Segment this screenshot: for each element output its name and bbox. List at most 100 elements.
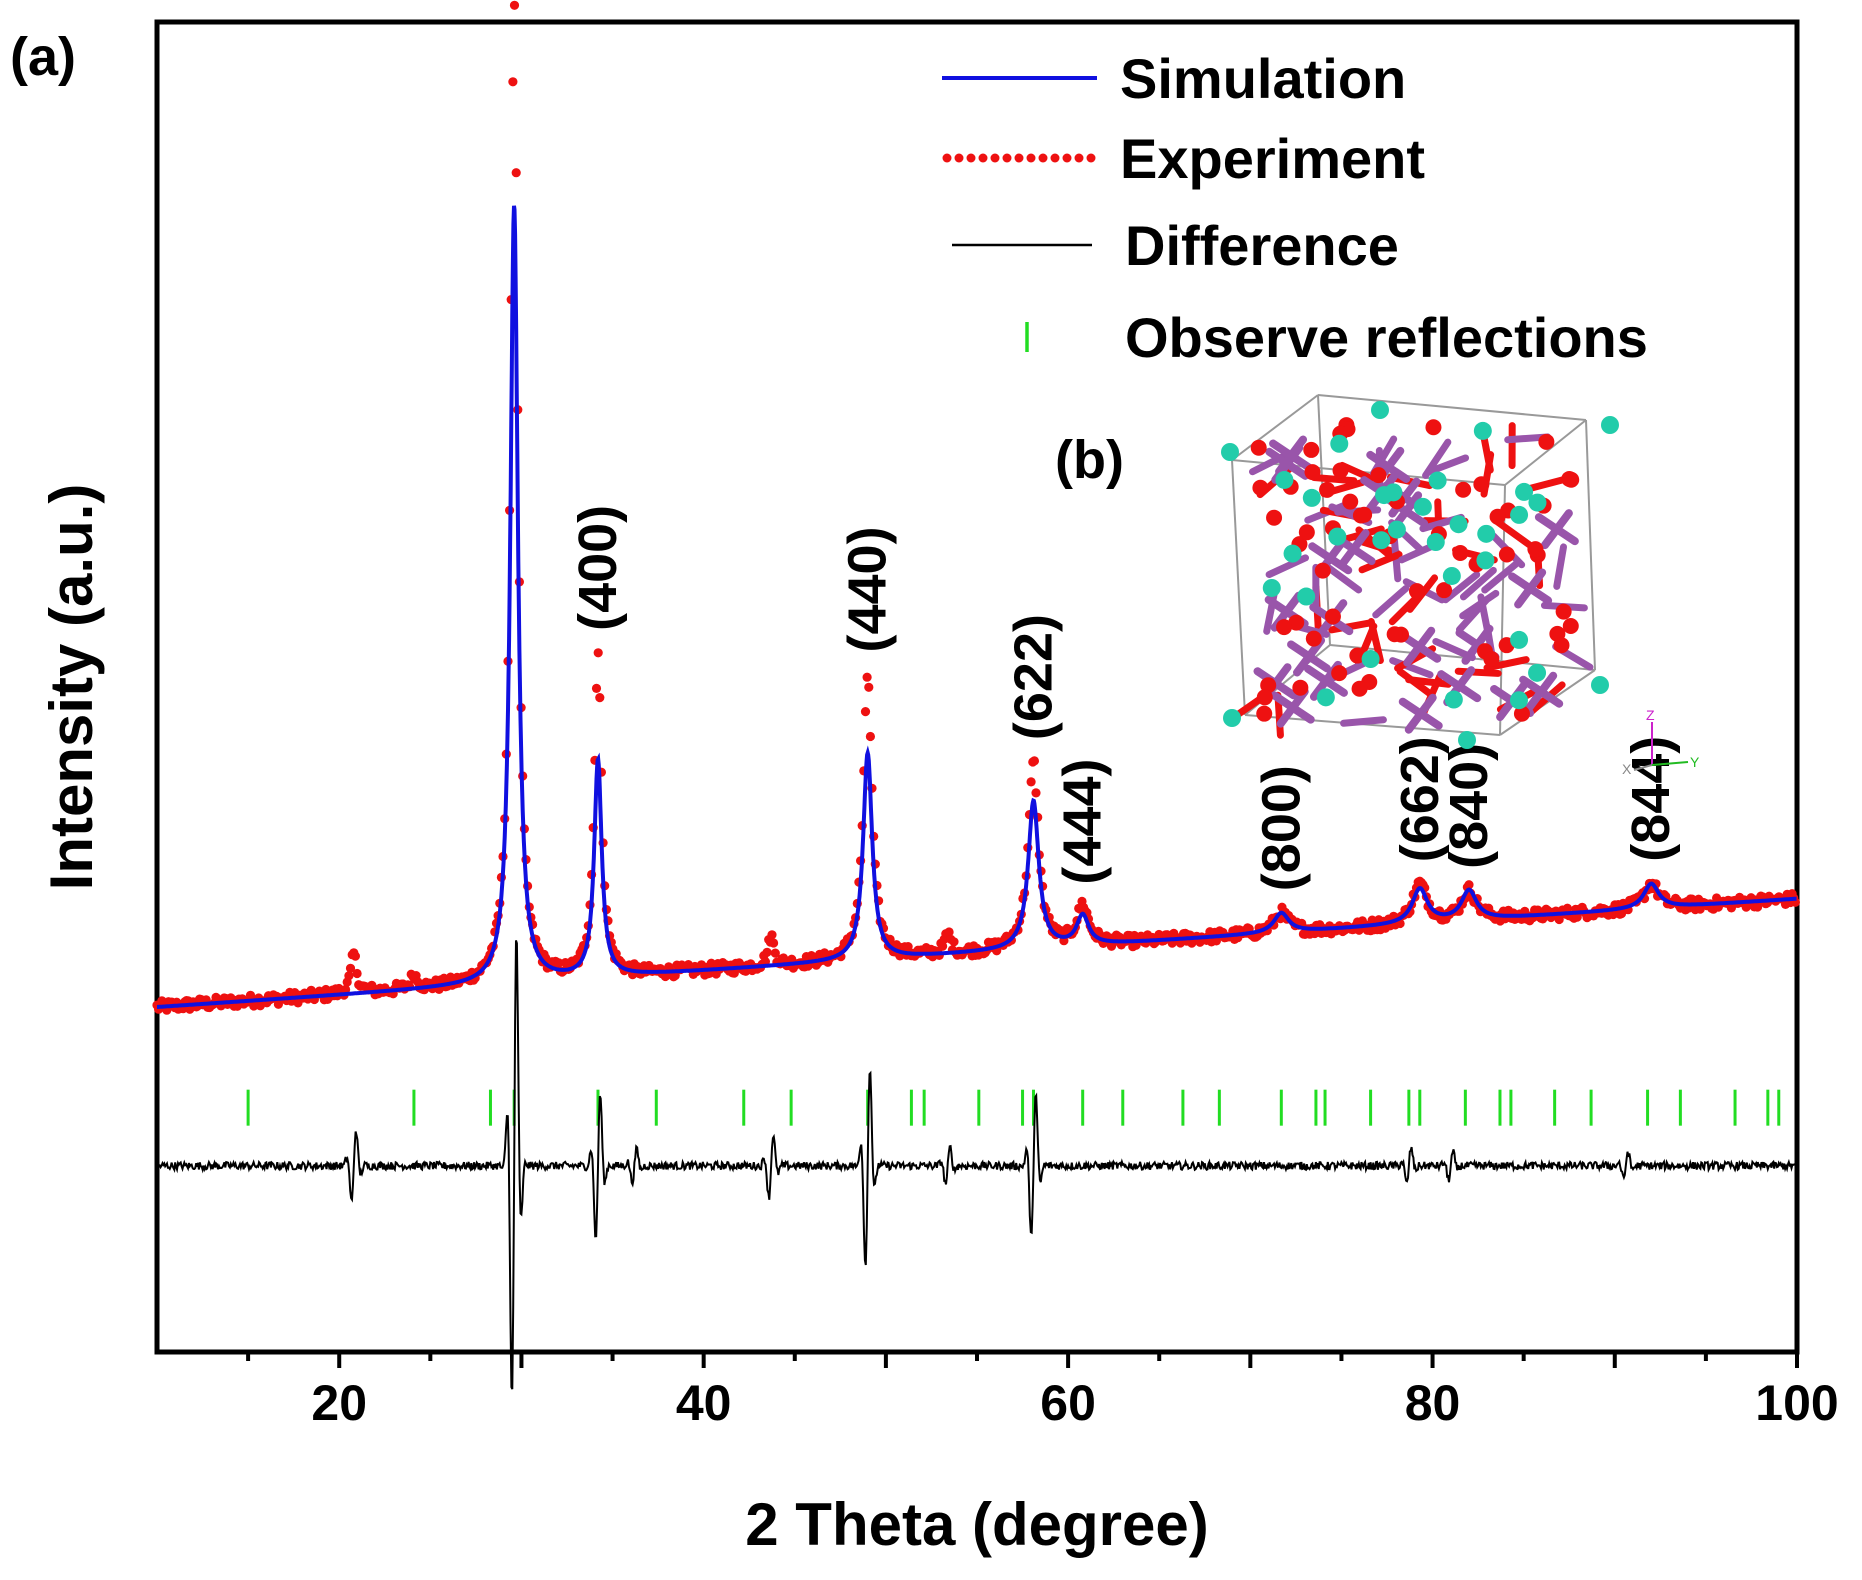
experiment-point — [944, 927, 954, 937]
cation-cross — [1461, 624, 1494, 665]
experiment-point — [762, 947, 772, 957]
legend-experiment-dot — [1086, 153, 1096, 163]
peak-label-662: (662) — [1390, 736, 1450, 862]
anion-atom — [1601, 416, 1619, 434]
oxygen-atom — [1408, 583, 1425, 600]
oxygen-atom — [1342, 493, 1359, 510]
panel-b-label: (b) — [1055, 430, 1124, 490]
unit-cell-edge — [1231, 459, 1246, 716]
oxygen-atom — [1561, 470, 1578, 487]
anion-atom — [1473, 421, 1492, 440]
legend-experiment-dot — [954, 153, 964, 163]
bond — [1522, 475, 1569, 494]
oxygen-atom — [1266, 509, 1283, 526]
peak-label-840: (840) — [1439, 743, 1499, 869]
experiment-point — [352, 968, 362, 979]
axis-triad-icon: Z Y X — [1622, 707, 1700, 777]
anion-atom — [1297, 587, 1316, 606]
bond — [1459, 566, 1497, 601]
y-axis-title: Intensity (a.u.) — [38, 484, 105, 891]
experiment-point — [511, 168, 521, 178]
anion-atom — [1223, 709, 1241, 727]
anion-atom — [1426, 533, 1445, 552]
anion-atom — [1476, 551, 1495, 570]
experiment-point — [1367, 915, 1377, 925]
legend-reflection-label: Observe reflections — [1125, 306, 1648, 369]
experiment-point — [508, 77, 518, 87]
simulation-line — [157, 205, 1797, 1009]
experiment-point — [862, 672, 872, 682]
oxygen-atom — [1256, 689, 1273, 706]
experiment-point — [860, 707, 871, 717]
experiment-point — [903, 942, 913, 952]
anion-atom — [1221, 443, 1239, 461]
experiment-point — [938, 941, 948, 951]
experiment-point — [865, 731, 876, 742]
bond — [1322, 562, 1363, 594]
oxygen-atom — [1332, 462, 1349, 479]
oxygen-atom — [1304, 464, 1321, 481]
legend-experiment-dot — [990, 153, 1000, 163]
anion-atom — [1442, 566, 1461, 585]
bond — [1310, 474, 1358, 485]
anion-atom — [1302, 488, 1321, 507]
anion-atom — [1375, 486, 1394, 505]
legend-experiment-dot — [966, 153, 976, 163]
bond — [1493, 517, 1533, 549]
experiment-point — [949, 937, 959, 947]
experiment-point — [341, 984, 351, 995]
x-tick-label: 100 — [1755, 1375, 1838, 1431]
oxygen-atom — [1386, 626, 1403, 643]
oxygen-atom — [1314, 562, 1331, 579]
oxygen-atom — [1498, 546, 1515, 563]
experiment-point — [591, 683, 602, 694]
oxygen-atom — [1455, 481, 1472, 498]
legend-experiment-dot — [1074, 153, 1084, 163]
oxygen-atom — [1489, 508, 1506, 525]
x-axis-title: 2 Theta (degree) — [745, 1491, 1208, 1558]
oxygen-atom — [1436, 582, 1453, 599]
oxygen-atom — [1555, 603, 1572, 620]
bond — [1422, 438, 1452, 479]
anion-atom — [1528, 663, 1547, 682]
cation-cross — [1514, 568, 1547, 609]
experiment-point — [1029, 756, 1039, 766]
anion-atom — [1528, 493, 1547, 512]
bond — [1372, 584, 1410, 619]
oxygen-atom — [1349, 647, 1366, 664]
experiment-point — [1562, 903, 1572, 913]
oxygen-atom — [1298, 524, 1315, 541]
unit-cell-edge — [1504, 419, 1587, 486]
simulation-series — [157, 205, 1797, 1009]
oxygen-atom — [1473, 476, 1490, 493]
unit-cell-edge — [1231, 459, 1506, 486]
anion-atom — [1510, 630, 1529, 649]
experiment-point — [1031, 788, 1041, 798]
bond — [1553, 543, 1568, 590]
legend-experiment-dot — [1002, 153, 1012, 163]
cation-cross — [1540, 509, 1573, 550]
oxygen-atom — [1562, 618, 1579, 635]
experiment-point — [767, 930, 777, 940]
bond — [1265, 554, 1310, 579]
oxygen-atom — [1452, 544, 1469, 561]
anion-atom — [1477, 524, 1496, 543]
anion-atom — [1371, 401, 1389, 419]
peak-label-622: (622) — [1004, 614, 1064, 740]
oxygen-atom — [1351, 680, 1368, 697]
oxygen-atom — [1331, 665, 1348, 682]
experiment-series — [152, 0, 1800, 1015]
x-tick-label: 60 — [1040, 1375, 1096, 1431]
experiment-point — [344, 971, 354, 981]
difference-line — [156, 940, 1798, 1390]
panel-a-label: (a) — [10, 27, 76, 87]
bond — [1442, 571, 1481, 604]
anion-atom — [1515, 482, 1534, 501]
anion-atom — [1372, 531, 1391, 550]
peak-label-444: (444) — [1053, 759, 1113, 885]
axis-z-label: Z — [1646, 707, 1655, 723]
experiment-point — [1464, 880, 1474, 890]
anion-atom — [1458, 731, 1476, 749]
unit-cell-edge — [1585, 419, 1596, 671]
